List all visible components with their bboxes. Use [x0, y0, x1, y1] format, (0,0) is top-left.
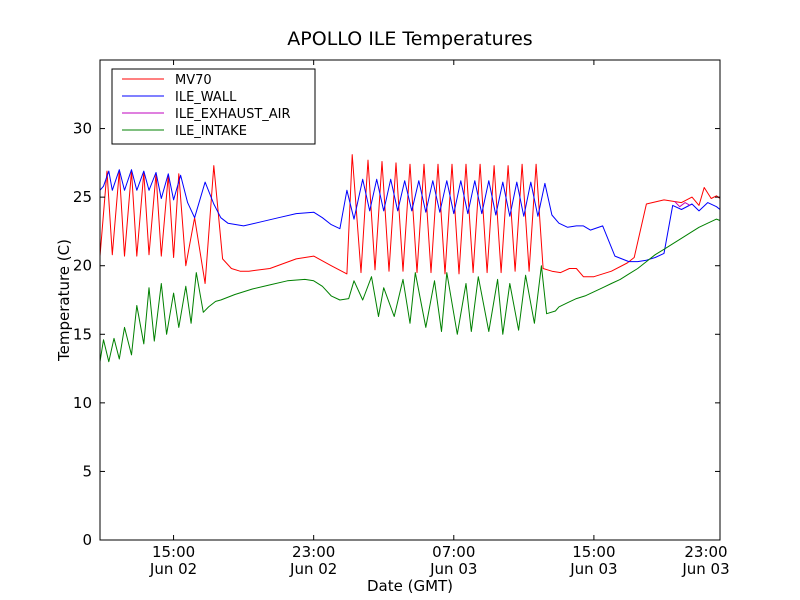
- y-tick-label: 5: [82, 462, 92, 480]
- series-line-ile-intake: [100, 218, 720, 363]
- series-line-mv70: [100, 154, 720, 284]
- y-tick-label: 0: [82, 531, 92, 549]
- x-tick-label: 15:00: [152, 543, 195, 561]
- series-line-ile-wall: [100, 169, 720, 263]
- y-tick-label: 10: [73, 394, 92, 412]
- x-tick-date-label: Jun 03: [681, 560, 729, 578]
- x-tick-date-label: Jun 03: [569, 560, 617, 578]
- legend-label: ILE_EXHAUST_AIR: [175, 107, 291, 122]
- x-tick-date-label: Jun 02: [149, 560, 197, 578]
- x-tick-date-label: Jun 03: [429, 560, 477, 578]
- legend-label: MV70: [175, 73, 212, 88]
- y-tick-label: 25: [73, 188, 92, 206]
- y-axis-ticks: 0 5 10 15 20 25 30: [73, 120, 720, 549]
- plot-frame: [99, 59, 721, 541]
- x-tick-label: 07:00: [432, 543, 475, 561]
- series-layer: [100, 154, 720, 363]
- x-tick-label: 23:00: [292, 543, 335, 561]
- chart-title: APOLLO ILE Temperatures: [287, 28, 532, 50]
- legend-box: [111, 68, 316, 145]
- y-tick-label: 15: [73, 325, 92, 343]
- x-axis-label: Date (GMT): [367, 577, 453, 595]
- y-tick-label: 20: [73, 257, 92, 275]
- x-tick-label: 15:00: [572, 543, 615, 561]
- legend-label: ILE_INTAKE: [175, 124, 247, 139]
- y-axis-label: Temperature (C): [55, 239, 73, 362]
- legend: MV70 ILE_WALL ILE_EXHAUST_AIR ILE_INTAKE: [111, 68, 316, 145]
- y-tick-label: 30: [73, 120, 92, 138]
- x-tick-date-label: Jun 02: [289, 560, 337, 578]
- legend-label: ILE_WALL: [175, 90, 237, 105]
- x-tick-label: 23:00: [684, 543, 727, 561]
- series-line-ile-exhaust-air: [674, 200, 691, 208]
